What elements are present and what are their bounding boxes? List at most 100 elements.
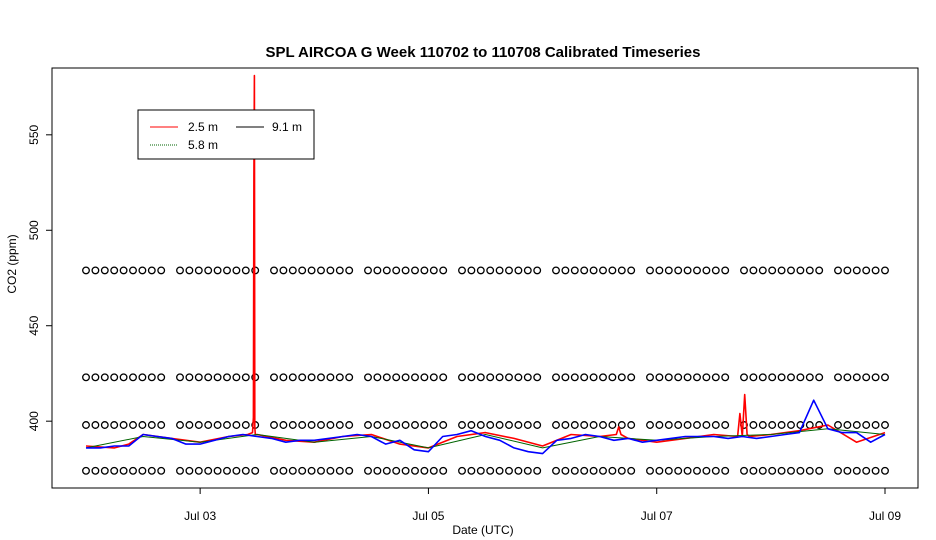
- reference-marker: [317, 373, 325, 382]
- reference-marker: [147, 421, 156, 429]
- reference-marker: [307, 421, 316, 429]
- reference-marker: [711, 373, 720, 382]
- reference-marker: [495, 421, 504, 429]
- reference-marker: [91, 421, 100, 429]
- reference-marker: [721, 466, 730, 475]
- reference-marker: [345, 266, 354, 275]
- reference-marker: [345, 373, 354, 382]
- reference-marker: [693, 373, 701, 382]
- reference-level-markers: [82, 266, 889, 475]
- reference-marker: [683, 466, 692, 475]
- reference-marker: [185, 421, 194, 429]
- reference-marker: [326, 466, 335, 475]
- reference-marker: [213, 466, 222, 475]
- series-line-5-8-m: [85, 428, 886, 449]
- reference-marker: [646, 373, 654, 382]
- x-tick-label: Jul 07: [641, 509, 673, 523]
- reference-marker: [241, 266, 250, 275]
- reference-marker: [646, 466, 654, 475]
- reference-marker: [758, 373, 767, 382]
- reference-marker: [881, 466, 889, 475]
- reference-marker: [664, 373, 673, 382]
- reference-marker: [796, 373, 805, 382]
- reference-marker: [655, 466, 664, 475]
- reference-marker: [326, 373, 335, 382]
- reference-marker: [458, 266, 466, 275]
- reference-marker: [82, 466, 90, 475]
- reference-marker: [834, 421, 842, 429]
- reference-marker: [129, 466, 137, 475]
- reference-marker: [580, 466, 589, 475]
- reference-marker: [787, 421, 795, 429]
- reference-marker: [505, 466, 513, 475]
- reference-marker: [204, 466, 213, 475]
- reference-marker: [758, 421, 767, 429]
- reference-marker: [185, 373, 194, 382]
- reference-marker: [495, 266, 504, 275]
- reference-marker: [138, 266, 147, 275]
- reference-marker: [82, 421, 90, 429]
- reference-marker: [486, 466, 495, 475]
- reference-marker: [523, 421, 532, 429]
- chart-title: SPL AIRCOA G Week 110702 to 110708 Calib…: [266, 44, 701, 61]
- reference-marker: [674, 466, 683, 475]
- reference-marker: [834, 466, 842, 475]
- reference-marker: [862, 421, 871, 429]
- reference-marker: [429, 373, 438, 382]
- reference-marker: [382, 421, 391, 429]
- reference-marker: [429, 266, 438, 275]
- reference-marker: [683, 266, 692, 275]
- reference-marker: [82, 266, 90, 275]
- reference-marker: [364, 373, 372, 382]
- reference-marker: [599, 266, 607, 275]
- x-tick-label: Jul 05: [412, 509, 444, 523]
- reference-marker: [335, 373, 344, 382]
- reference-marker: [749, 266, 758, 275]
- reference-marker: [533, 266, 542, 275]
- reference-marker: [382, 466, 391, 475]
- reference-marker: [411, 266, 419, 275]
- reference-marker: [655, 373, 664, 382]
- reference-marker: [147, 466, 156, 475]
- reference-marker: [693, 466, 701, 475]
- reference-marker: [721, 266, 730, 275]
- reference-marker: [270, 373, 278, 382]
- reference-marker: [749, 373, 758, 382]
- reference-marker: [834, 373, 842, 382]
- series-line-9-1-m: [86, 399, 886, 455]
- reference-marker: [561, 266, 570, 275]
- reference-marker: [420, 466, 429, 475]
- reference-marker: [693, 421, 701, 429]
- reference-marker: [204, 421, 213, 429]
- reference-marker: [740, 466, 748, 475]
- reference-marker: [815, 421, 824, 429]
- reference-marker: [307, 466, 316, 475]
- reference-marker: [317, 466, 325, 475]
- reference-marker: [862, 373, 871, 382]
- reference-marker: [204, 266, 213, 275]
- reference-marker: [458, 373, 466, 382]
- reference-marker: [758, 266, 767, 275]
- reference-marker: [608, 466, 617, 475]
- reference-marker: [176, 421, 184, 429]
- y-tick-label: 500: [27, 220, 41, 240]
- reference-marker: [476, 373, 485, 382]
- reference-marker: [552, 466, 560, 475]
- reference-marker: [589, 266, 598, 275]
- reference-marker: [194, 421, 203, 429]
- reference-marker: [138, 421, 147, 429]
- reference-marker: [777, 266, 786, 275]
- series-layer: [85, 74, 886, 455]
- reference-marker: [787, 466, 795, 475]
- reference-marker: [364, 466, 372, 475]
- reference-marker: [100, 266, 109, 275]
- reference-marker: [392, 421, 401, 429]
- reference-marker: [646, 421, 654, 429]
- reference-marker: [843, 421, 852, 429]
- reference-marker: [298, 466, 307, 475]
- reference-marker: [655, 266, 664, 275]
- reference-marker: [270, 421, 278, 429]
- reference-marker: [552, 421, 560, 429]
- reference-marker: [307, 266, 316, 275]
- reference-marker: [223, 266, 231, 275]
